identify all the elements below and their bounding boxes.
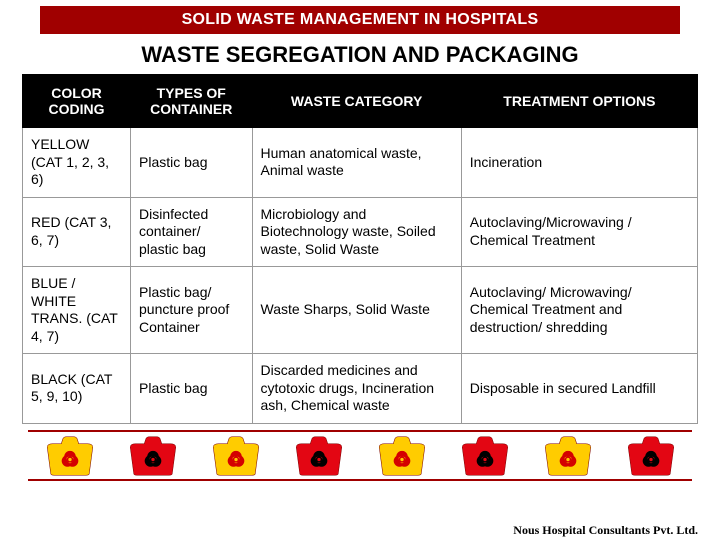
biohazard-bag-icon <box>126 435 180 477</box>
biohazard-bag-icon <box>209 435 263 477</box>
table-cell: Plastic bag/ puncture proof Container <box>131 267 253 354</box>
table-cell: Disinfected container/ plastic bag <box>131 197 253 267</box>
table-cell: Plastic bag <box>131 128 253 198</box>
table-cell: Discarded medicines and cytotoxic drugs,… <box>252 354 461 424</box>
table-row: RED (CAT 3, 6, 7)Disinfected container/ … <box>23 197 698 267</box>
col-waste-category: WASTE CATEGORY <box>252 75 461 128</box>
table-cell: Plastic bag <box>131 354 253 424</box>
footer-credit: Nous Hospital Consultants Pvt. Ltd. <box>513 523 698 538</box>
biohazard-bag-icon <box>43 435 97 477</box>
table-cell: RED (CAT 3, 6, 7) <box>23 197 131 267</box>
table-row: YELLOW (CAT 1, 2, 3, 6)Plastic bagHuman … <box>23 128 698 198</box>
table-cell: Autoclaving/Microwaving / Chemical Treat… <box>461 197 697 267</box>
col-container-type: TYPES OF CONTAINER <box>131 75 253 128</box>
col-color-coding: COLOR CODING <box>23 75 131 128</box>
biohazard-bag-icon <box>541 435 595 477</box>
waste-table: COLOR CODING TYPES OF CONTAINER WASTE CA… <box>22 74 698 424</box>
page-banner: SOLID WASTE MANAGEMENT IN HOSPITALS <box>40 6 680 34</box>
table-cell: BLACK (CAT 5, 9, 10) <box>23 354 131 424</box>
biohazard-bag-icon <box>458 435 512 477</box>
table-cell: Human anatomical waste, Animal waste <box>252 128 461 198</box>
table-cell: Incineration <box>461 128 697 198</box>
table-row: BLACK (CAT 5, 9, 10)Plastic bagDiscarded… <box>23 354 698 424</box>
biohazard-bag-icon <box>375 435 429 477</box>
col-treatment-options: TREATMENT OPTIONS <box>461 75 697 128</box>
table-cell: Waste Sharps, Solid Waste <box>252 267 461 354</box>
biohazard-bag-icon <box>292 435 346 477</box>
biohazard-bag-row <box>28 430 692 481</box>
page-heading: WASTE SEGREGATION AND PACKAGING <box>0 34 720 74</box>
table-cell: Microbiology and Biotechnology waste, So… <box>252 197 461 267</box>
table-header-row: COLOR CODING TYPES OF CONTAINER WASTE CA… <box>23 75 698 128</box>
table-cell: Disposable in secured Landfill <box>461 354 697 424</box>
table-cell: YELLOW (CAT 1, 2, 3, 6) <box>23 128 131 198</box>
table-row: BLUE / WHITE TRANS. (CAT 4, 7)Plastic ba… <box>23 267 698 354</box>
table-cell: BLUE / WHITE TRANS. (CAT 4, 7) <box>23 267 131 354</box>
biohazard-bag-icon <box>624 435 678 477</box>
table-cell: Autoclaving/ Microwaving/ Chemical Treat… <box>461 267 697 354</box>
